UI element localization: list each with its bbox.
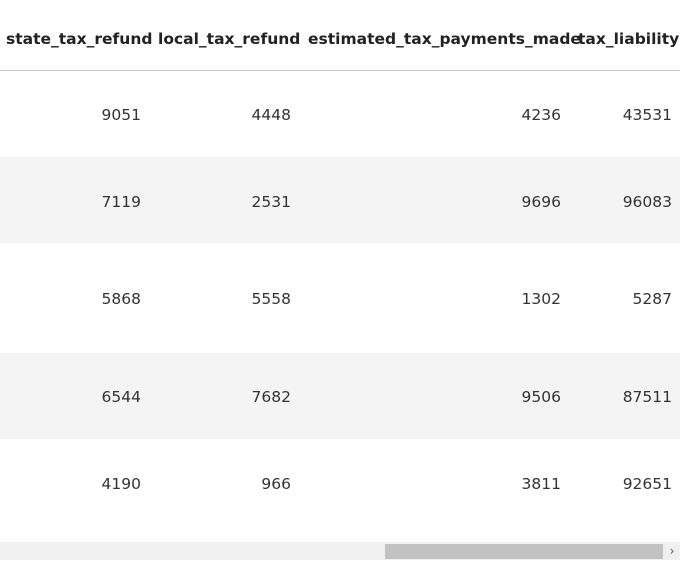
scrollbar-thumb[interactable] [385,544,663,559]
cell-local-tax-refund: 5558 [251,290,291,308]
cell-local-tax-refund: 966 [261,475,291,493]
cell-estimated-tax-payments-made: 1302 [521,290,561,308]
cell-tax-liability: 5287 [632,290,672,308]
column-header-state-tax-refund[interactable]: state_tax_refund [6,30,153,48]
cell-state-tax-refund: 7119 [101,193,141,211]
cell-state-tax-refund: 5868 [101,290,141,308]
cell-tax-liability: 43531 [622,106,672,124]
table-header-row: state_tax_refund local_tax_refund estima… [0,0,680,71]
column-header-local-tax-refund[interactable]: local_tax_refund [158,30,301,48]
table-row[interactable]: 5868 5558 1302 5287 [0,243,680,353]
cell-state-tax-refund: 9051 [101,106,141,124]
data-table: state_tax_refund local_tax_refund estima… [0,0,680,530]
cell-estimated-tax-payments-made: 3811 [521,475,561,493]
right-gutter [680,0,694,563]
cell-local-tax-refund: 4448 [251,106,291,124]
cell-tax-liability: 96083 [622,193,672,211]
cell-local-tax-refund: 2531 [251,193,291,211]
table-row[interactable]: 9051 4448 4236 43531 [0,71,680,157]
chevron-right-icon[interactable]: › [669,544,675,558]
cell-state-tax-refund: 6544 [101,388,141,406]
table-row[interactable]: 7119 2531 9696 96083 [0,157,680,243]
cell-local-tax-refund: 7682 [251,388,291,406]
column-header-tax-liability[interactable]: tax_liability [578,30,680,48]
cell-estimated-tax-payments-made: 9506 [521,388,561,406]
column-header-estimated-tax-payments-made[interactable]: estimated_tax_payments_made [308,30,581,48]
table-row[interactable]: 4190 966 3811 92651 [0,439,680,530]
table-row[interactable]: 6544 7682 9506 87511 [0,353,680,439]
cell-estimated-tax-payments-made: 9696 [521,193,561,211]
cell-tax-liability: 92651 [622,475,672,493]
cell-state-tax-refund: 4190 [101,475,141,493]
cell-estimated-tax-payments-made: 4236 [521,106,561,124]
cell-tax-liability: 87511 [622,388,672,406]
horizontal-scrollbar[interactable]: › [0,542,680,560]
